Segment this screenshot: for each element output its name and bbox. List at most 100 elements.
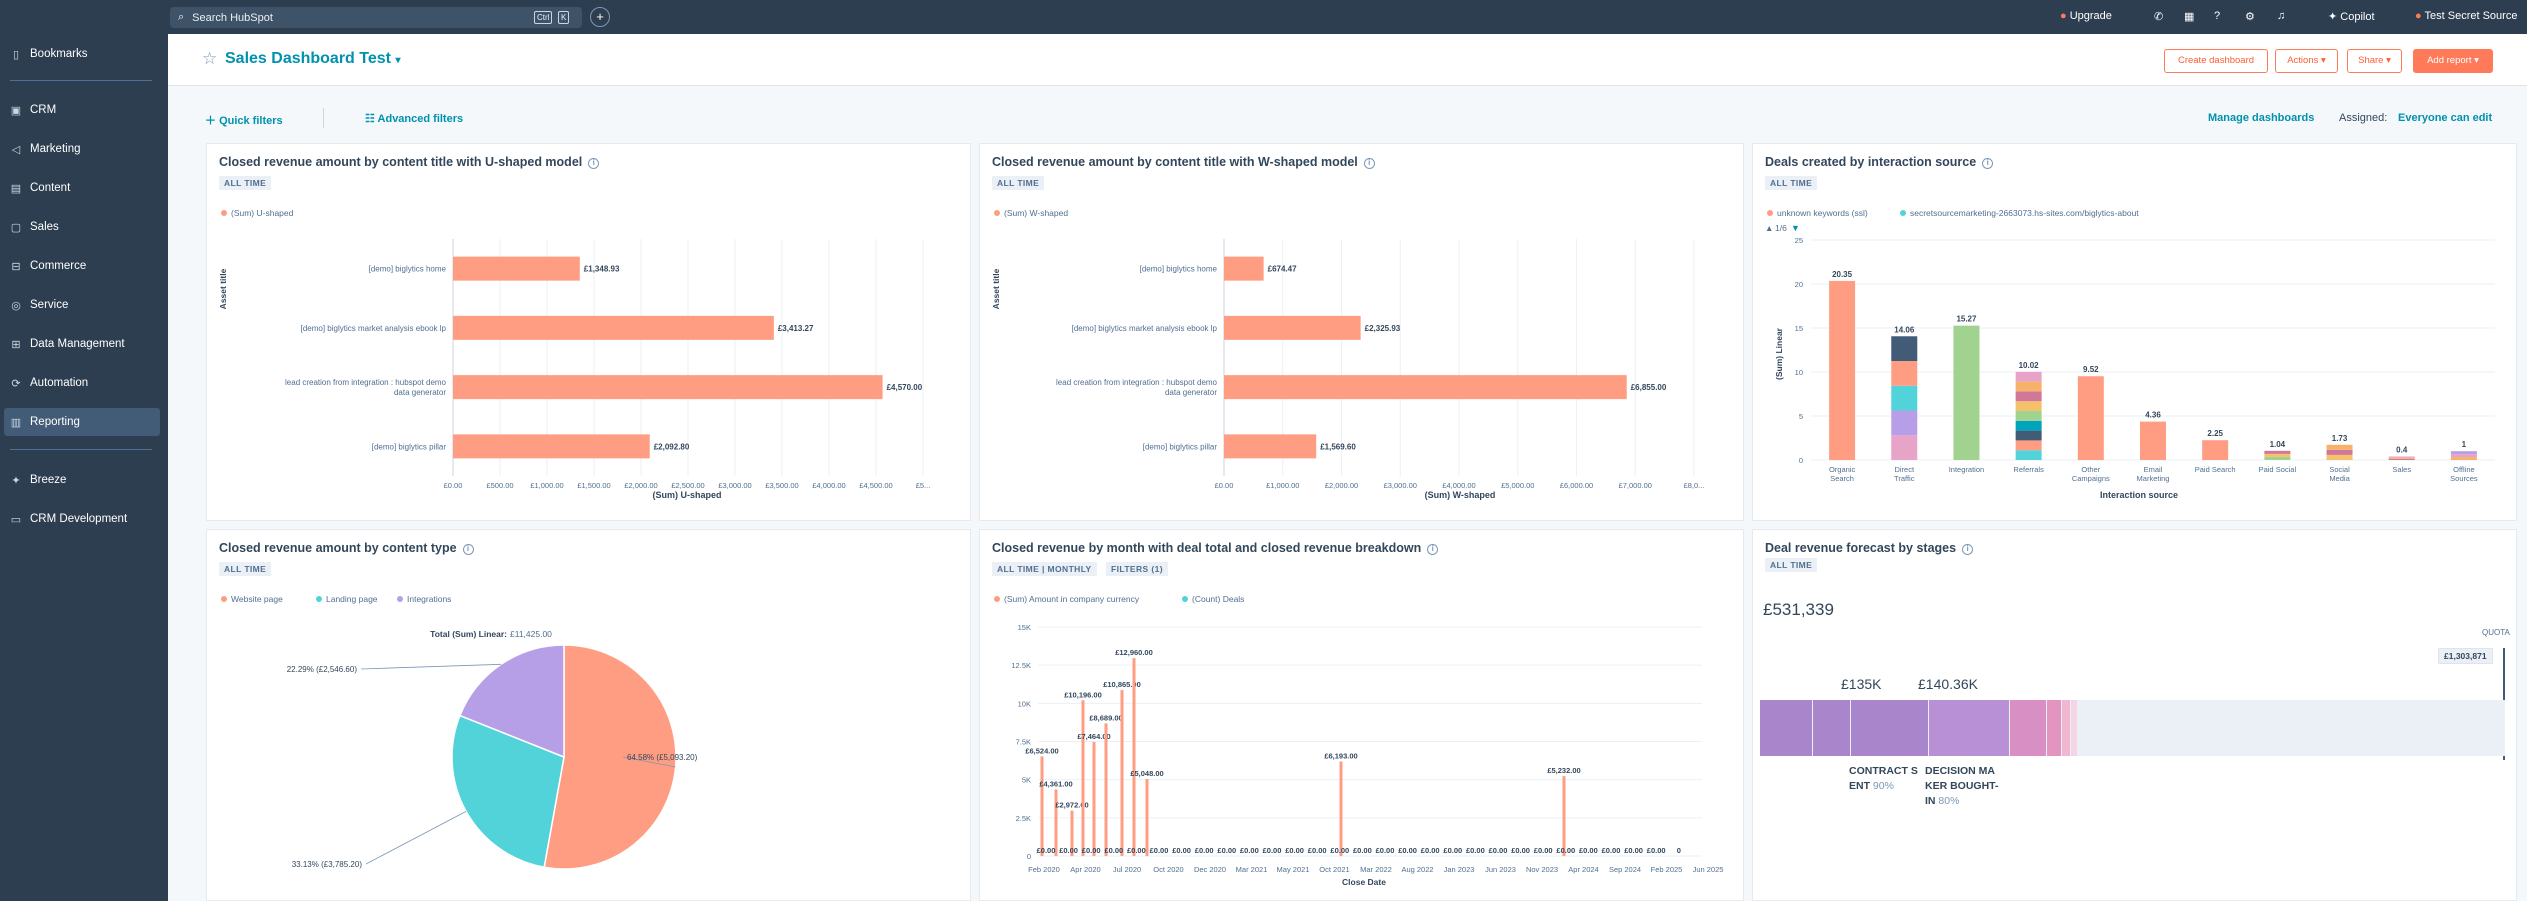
sidebar-item-sales[interactable]: ▢ Sales	[10, 221, 59, 234]
legend-swatch	[221, 596, 227, 602]
sidebar-item-breeze[interactable]: ✦ Breeze	[11, 474, 67, 487]
stacked-bar-segment	[2015, 371, 2042, 382]
sidebar-item-automation[interactable]: ⟳ Automation	[11, 377, 89, 390]
x-tick-label: £3,000.00	[718, 481, 751, 490]
sidebar-divider	[10, 80, 152, 81]
x-tick-label: £4,000.00	[812, 481, 845, 490]
x-tick-label: £1,500.00	[577, 481, 610, 490]
sidebar-item-crm[interactable]: ▣ CRM	[10, 104, 57, 117]
report-card-monthly-revenue[interactable]: Closed revenue by month with deal total …	[979, 529, 1744, 901]
assigned-value-link[interactable]: Everyone can edit	[2398, 112, 2493, 124]
sidebar-item-content[interactable]: ▤ Content	[10, 182, 71, 195]
caret-down-icon: ▾	[395, 55, 401, 66]
y-tick-label: 5K	[1022, 776, 1031, 785]
bar-value-label: £0.00	[1308, 846, 1327, 855]
date-range-badge[interactable]: ALL TIME	[219, 562, 272, 576]
sidebar-item-service[interactable]: ◎ Service	[11, 299, 69, 312]
quick-filters-button[interactable]: ＋ Quick filters	[205, 115, 283, 127]
manage-dashboards-link[interactable]: Manage dashboards	[2208, 112, 2315, 124]
favorite-star-icon[interactable]: ☆	[202, 49, 218, 68]
forecast-segment[interactable]	[2047, 700, 2061, 756]
dashboard-title-dropdown[interactable]: Sales Dashboard Test ▾	[225, 50, 401, 67]
date-range-badge[interactable]: ALL TIME	[1765, 176, 1818, 190]
forecast-segment[interactable]	[2071, 700, 2077, 756]
calling-icon[interactable]: ✆	[2154, 11, 2164, 23]
y-tick-label: 0	[1799, 456, 1803, 465]
reporting-icon: ▥	[10, 416, 22, 429]
service-icon: ◎	[11, 299, 21, 312]
account-menu[interactable]: ● Test Secret Source	[2415, 10, 2518, 22]
info-icon[interactable]: i	[1427, 544, 1439, 555]
report-card-w-shaped[interactable]: Closed revenue amount by content title w…	[979, 143, 1744, 521]
sidebar-item-reporting[interactable]: ▥ Reporting	[4, 408, 160, 436]
sidebar-item-commerce[interactable]: ⊟ Commerce	[11, 260, 87, 273]
info-icon[interactable]: i	[588, 158, 600, 169]
report-card-u-shaped[interactable]: Closed revenue amount by content title w…	[206, 143, 971, 521]
settings-gear-icon[interactable]: ⚙	[2245, 11, 2255, 23]
forecast-segment[interactable]	[1851, 700, 1928, 756]
create-new-button[interactable]: +	[590, 7, 610, 27]
pie-slice	[451, 714, 565, 869]
date-range-badge[interactable]: ALL TIME	[219, 176, 272, 190]
bar-value-label: £2,092.80	[654, 442, 690, 451]
report-card-content-type[interactable]: Closed revenue amount by content type i A…	[206, 529, 971, 901]
upgrade-button[interactable]: ● Upgrade	[2060, 10, 2112, 22]
stacked-bar-segment	[2015, 420, 2042, 431]
forecast-segment[interactable]	[1813, 700, 1850, 756]
category-label: data generator	[394, 388, 446, 397]
forecast-segment[interactable]	[1929, 700, 2009, 756]
avatar: ●	[2415, 10, 2422, 22]
date-range-badge[interactable]: ALL TIME	[1765, 558, 1818, 572]
legend-swatch	[994, 210, 1000, 216]
date-range-badge[interactable]: ALL TIME | MONTHLY	[992, 562, 1097, 576]
report-card-deals-by-source[interactable]: Deals created by interaction source i ALL…	[1752, 143, 2517, 521]
x-tick-label: Marketing	[2137, 474, 2170, 483]
notifications-bell-icon[interactable]: ♫	[2277, 10, 2286, 22]
legend-label: (Count) Deals	[1192, 594, 1244, 604]
x-tick-label: £6,000.00	[1560, 481, 1593, 490]
info-icon[interactable]: i	[1982, 158, 1994, 169]
marketplace-icon[interactable]: ▦	[2184, 11, 2195, 23]
sidebar-item-crm-development[interactable]: ▭ CRM Development	[10, 513, 128, 526]
bar-value-label: £0.00	[1104, 846, 1123, 855]
info-icon[interactable]: i	[1962, 544, 1974, 555]
actions-button[interactable]: Actions ▾	[2275, 49, 2338, 73]
info-icon[interactable]: i	[462, 544, 474, 555]
x-tick-label: Jun 2025	[1693, 865, 1724, 874]
date-range-badge[interactable]: ALL TIME	[992, 176, 1045, 190]
info-icon[interactable]: i	[1363, 158, 1375, 169]
sidebar-item-marketing[interactable]: ◁ Marketing	[11, 143, 81, 156]
x-tick-label: Search	[1830, 474, 1854, 483]
bar-value-label: £0.00	[1150, 846, 1169, 855]
legend-label: Website page	[231, 594, 283, 604]
add-report-button[interactable]: Add report ▾	[2413, 49, 2493, 73]
sidebar-item-data-management[interactable]: ⊞ Data Management	[11, 338, 125, 351]
legend-pager: 1/6	[1775, 223, 1787, 233]
stacked-bar-segment	[2326, 454, 2353, 460]
database-icon: ⊞	[11, 338, 21, 351]
bar-value-label: £10,865.00	[1103, 680, 1141, 689]
sales-icon: ▢	[10, 221, 22, 234]
x-tick-label: Integration	[1949, 465, 1984, 474]
help-icon[interactable]: ?	[2214, 10, 2221, 22]
advanced-filters-button[interactable]: ☷ Advanced filters	[365, 113, 464, 125]
sidebar-item-bookmarks[interactable]: ▯ Bookmarks	[4, 40, 160, 68]
report-card-forecast[interactable]: Deal revenue forecast by stages i ALL TIM…	[1752, 529, 2517, 901]
create-dashboard-button[interactable]: Create dashboard	[2164, 49, 2268, 73]
bar-value-label: £5,048.00	[1130, 769, 1163, 778]
copilot-button[interactable]: ✦ Copilot	[2328, 11, 2375, 23]
forecast-segment[interactable]	[2010, 700, 2046, 756]
forecast-segment[interactable]	[1760, 700, 1812, 756]
search-input[interactable]: ⌕ Search HubSpot Ctrl K	[170, 7, 582, 28]
card-title: Deals created by interaction source i	[1765, 155, 1994, 169]
x-tick-label: May 2021	[1277, 865, 1310, 874]
stacked-bar-segment	[2326, 449, 2353, 455]
shortcut-k-key: K	[558, 11, 570, 24]
stage-1-value: £135K	[1841, 676, 1882, 692]
filters-badge[interactable]: FILTERS (1)	[1106, 562, 1168, 576]
x-tick-label: Dec 2020	[1194, 865, 1226, 874]
pie-leader-line	[365, 811, 467, 865]
share-button[interactable]: Share ▾	[2347, 49, 2402, 73]
bar-total-label: 4.36	[2145, 411, 2161, 420]
forecast-segment[interactable]	[2062, 700, 2070, 756]
